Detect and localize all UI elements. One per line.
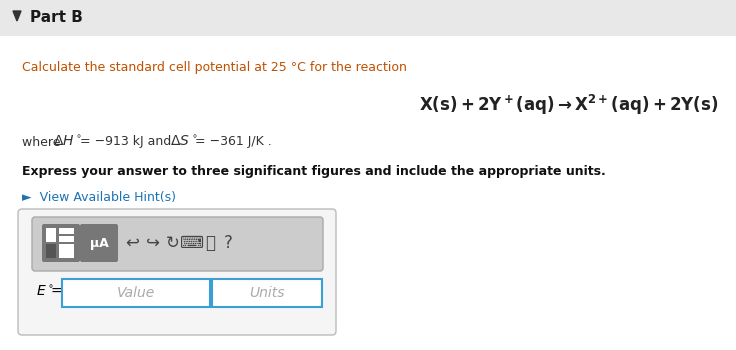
Text: ↪: ↪ xyxy=(146,234,160,252)
Text: $\Delta S^\circ$: $\Delta S^\circ$ xyxy=(170,135,198,149)
Text: ↻: ↻ xyxy=(166,234,180,252)
Text: =: = xyxy=(50,285,62,299)
FancyBboxPatch shape xyxy=(80,224,118,262)
Text: Calculate the standard cell potential at 25 °C for the reaction: Calculate the standard cell potential at… xyxy=(22,62,407,75)
FancyBboxPatch shape xyxy=(46,244,56,258)
Text: ⌨: ⌨ xyxy=(180,234,204,252)
Text: $\Delta H^\circ$: $\Delta H^\circ$ xyxy=(53,135,82,149)
FancyBboxPatch shape xyxy=(212,279,322,307)
FancyBboxPatch shape xyxy=(32,217,323,271)
Text: ↩: ↩ xyxy=(125,234,139,252)
Text: Units: Units xyxy=(250,286,285,300)
FancyBboxPatch shape xyxy=(18,209,336,335)
Text: $E^\circ$: $E^\circ$ xyxy=(36,285,54,299)
Text: Value: Value xyxy=(117,286,155,300)
Text: Part B: Part B xyxy=(30,10,83,26)
FancyBboxPatch shape xyxy=(59,244,74,258)
FancyBboxPatch shape xyxy=(42,224,80,262)
FancyBboxPatch shape xyxy=(0,36,736,350)
FancyBboxPatch shape xyxy=(46,228,56,242)
Text: = −913 kJ and: = −913 kJ and xyxy=(80,135,175,148)
Text: ⎕: ⎕ xyxy=(205,234,215,252)
FancyBboxPatch shape xyxy=(59,228,74,234)
Text: = −361 J/K .: = −361 J/K . xyxy=(195,135,272,148)
FancyBboxPatch shape xyxy=(59,236,74,242)
FancyBboxPatch shape xyxy=(62,279,210,307)
Text: ►  View Available Hint(s): ► View Available Hint(s) xyxy=(22,191,176,204)
Polygon shape xyxy=(13,11,21,21)
Text: Express your answer to three significant figures and include the appropriate uni: Express your answer to three significant… xyxy=(22,166,606,178)
FancyBboxPatch shape xyxy=(0,0,736,36)
Text: $\mathbf{X}$$\mathbf{(s) + 2Y}$$\mathbf{^+(aq){\rightarrow}X^{2+}(aq) + 2Y(s)}$: $\mathbf{X}$$\mathbf{(s) + 2Y}$$\mathbf{… xyxy=(419,93,718,117)
Text: where: where xyxy=(22,135,65,148)
Text: μA: μA xyxy=(90,237,108,250)
Text: ?: ? xyxy=(224,234,233,252)
